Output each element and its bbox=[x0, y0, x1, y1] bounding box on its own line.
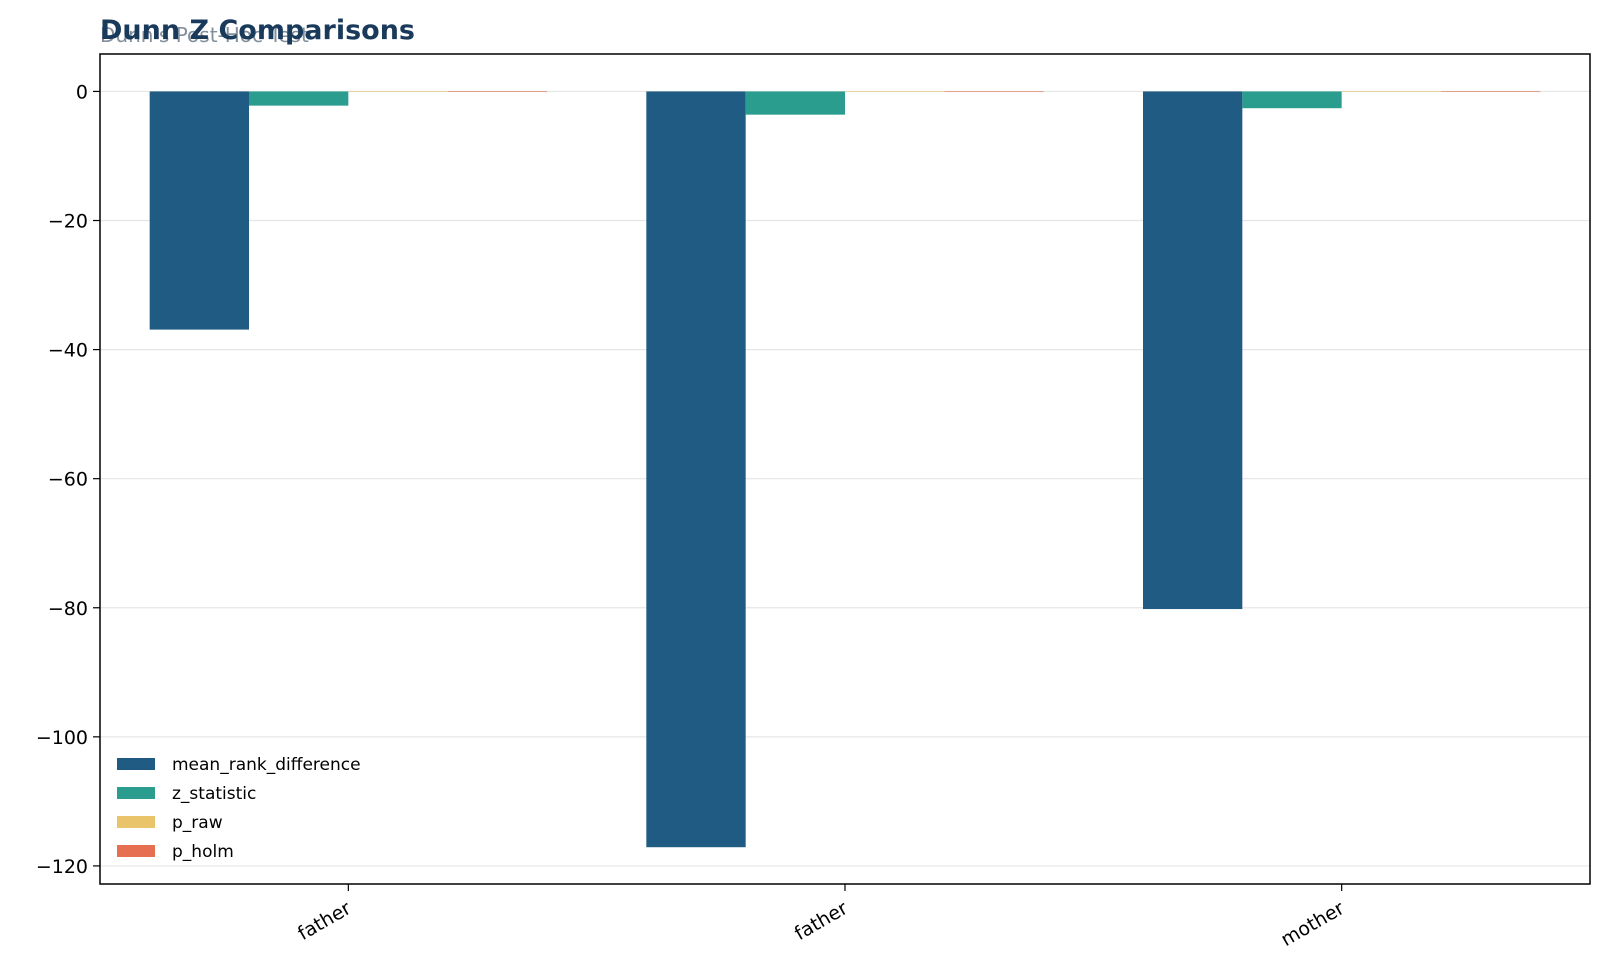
legend-swatch bbox=[117, 816, 155, 828]
legend-label: z_statistic bbox=[172, 784, 256, 804]
legend-swatch bbox=[117, 787, 155, 799]
bar-p_raw-2 bbox=[1341, 91, 1441, 92]
bar-mean_rank_difference-1 bbox=[646, 91, 746, 848]
bar-mean_rank_difference-0 bbox=[149, 91, 249, 330]
bar-p_holm-1 bbox=[944, 91, 1044, 93]
legend-label: p_holm bbox=[172, 842, 234, 862]
x-tick-label: mother bbox=[1277, 897, 1348, 951]
x-tick-label: father bbox=[294, 897, 355, 945]
y-axis: 0 −20 −40 −60 −80 −100 −120 bbox=[36, 81, 100, 878]
bar-z_statistic-1 bbox=[745, 91, 845, 115]
bars bbox=[149, 91, 1541, 848]
legend: mean_rank_difference z_statistic p_raw p_ho… bbox=[117, 755, 361, 862]
bar-mean_rank_difference-2 bbox=[1143, 91, 1243, 610]
bar-z_statistic-0 bbox=[249, 91, 349, 106]
y-tick-label: −120 bbox=[36, 856, 88, 878]
bar-p_raw-1 bbox=[845, 91, 945, 93]
y-tick-label: 0 bbox=[76, 81, 88, 103]
chart-title: Dunn Z Comparisons bbox=[100, 15, 415, 46]
grid-lines bbox=[100, 90, 1590, 867]
bar-z_statistic-2 bbox=[1242, 91, 1342, 109]
y-tick-label: −60 bbox=[48, 469, 88, 491]
legend-label: mean_rank_difference bbox=[172, 755, 361, 775]
legend-swatch bbox=[117, 845, 155, 857]
bar-p_raw-0 bbox=[348, 91, 448, 92]
y-tick-label: −80 bbox=[48, 598, 88, 620]
x-axis: father father mother bbox=[294, 884, 1348, 951]
y-tick-label: −100 bbox=[36, 727, 88, 749]
y-tick-label: −40 bbox=[48, 340, 88, 362]
bar-p_holm-0 bbox=[447, 91, 547, 92]
legend-swatch bbox=[117, 758, 155, 770]
y-tick-label: −20 bbox=[48, 211, 88, 233]
legend-label: p_raw bbox=[172, 813, 223, 833]
chart-subtitle: Dunn's Post-Hoc Test bbox=[100, 23, 309, 47]
x-tick-label: father bbox=[791, 897, 852, 945]
bar-p_holm-2 bbox=[1441, 91, 1541, 92]
